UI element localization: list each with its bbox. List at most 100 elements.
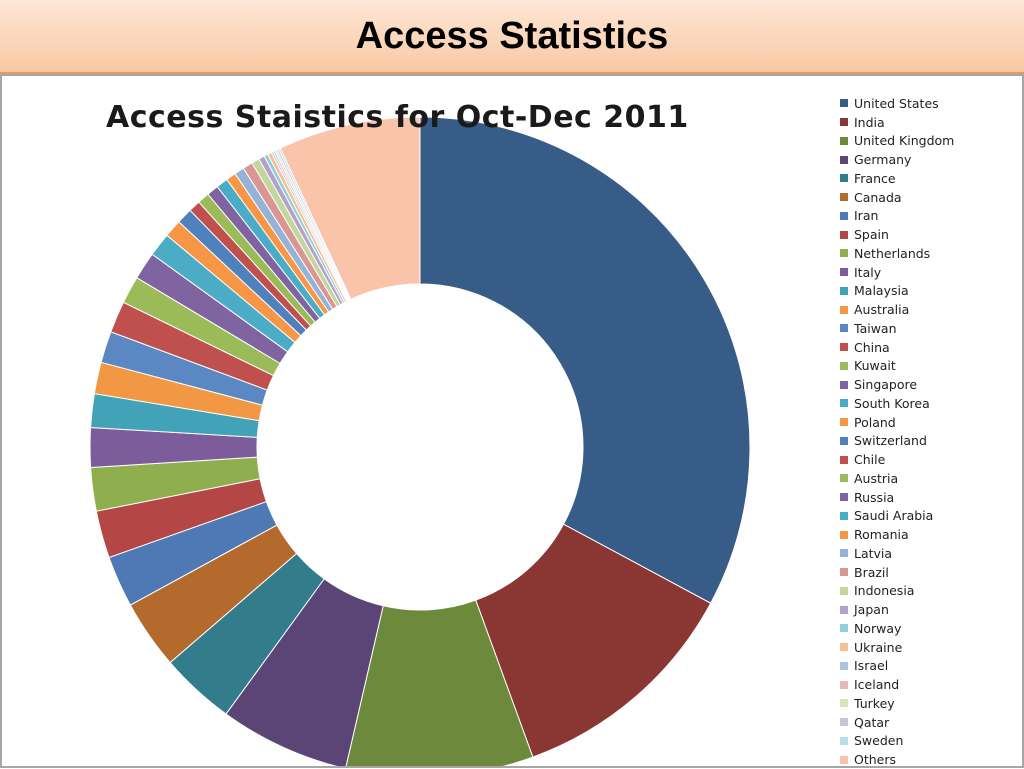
legend-item-germany: Germany <box>840 150 954 169</box>
legend-item-united-states: United States <box>840 94 954 113</box>
legend-label: Austria <box>854 470 899 486</box>
legend-item-chile: Chile <box>840 450 954 469</box>
legend-label: India <box>854 114 885 130</box>
legend-label: Ukraine <box>854 639 903 655</box>
legend-item-sweden: Sweden <box>840 732 954 751</box>
legend-item-canada: Canada <box>840 188 954 207</box>
legend-item-iceland: Iceland <box>840 675 954 694</box>
legend-item-kuwait: Kuwait <box>840 357 954 376</box>
legend-swatch <box>840 118 848 127</box>
slice-united-states <box>419 116 751 604</box>
legend-label: Russia <box>854 489 895 505</box>
legend-label: Iceland <box>854 677 900 693</box>
legend-swatch <box>840 455 848 464</box>
legend-swatch <box>840 474 848 483</box>
legend-swatch <box>840 493 848 502</box>
legend-swatch <box>840 605 848 614</box>
legend-swatch <box>840 211 848 220</box>
legend-swatch <box>840 549 848 558</box>
legend-item-others: Others <box>840 750 954 769</box>
legend-item-italy: Italy <box>840 263 954 282</box>
chart-legend: United States India United Kingdom Germany F… <box>840 94 954 769</box>
legend-swatch <box>840 661 848 670</box>
legend-label: Romania <box>854 527 909 543</box>
legend-label: Qatar <box>854 714 890 730</box>
legend-swatch <box>840 699 848 708</box>
legend-item-france: France <box>840 169 954 188</box>
legend-item-israel: Israel <box>840 657 954 676</box>
legend-swatch <box>840 511 848 520</box>
slide-title: Access Statistics <box>355 14 669 57</box>
legend-item-norway: Norway <box>840 619 954 638</box>
legend-item-united-kingdom: United Kingdom <box>840 132 954 151</box>
legend-label: Saudi Arabia <box>854 508 934 524</box>
legend-swatch <box>840 305 848 314</box>
legend-label: Germany <box>854 152 912 168</box>
legend-label: Latvia <box>854 545 893 561</box>
legend-item-qatar: Qatar <box>840 713 954 732</box>
legend-label: South Korea <box>854 395 930 411</box>
legend-item-indonesia: Indonesia <box>840 582 954 601</box>
legend-label: Sweden <box>854 733 904 749</box>
legend-label: Spain <box>854 227 889 243</box>
legend-item-india: India <box>840 113 954 132</box>
legend-swatch <box>840 530 848 539</box>
legend-label: Turkey <box>854 695 895 711</box>
legend-swatch <box>840 568 848 577</box>
legend-swatch <box>840 624 848 633</box>
legend-item-japan: Japan <box>840 600 954 619</box>
legend-label: Chile <box>854 452 886 468</box>
legend-label: Indonesia <box>854 583 915 599</box>
legend-item-spain: Spain <box>840 225 954 244</box>
legend-label: United States <box>854 95 939 111</box>
legend-swatch <box>840 680 848 689</box>
legend-label: Poland <box>854 414 896 430</box>
slice-united-kingdom <box>345 599 534 766</box>
legend-label: France <box>854 170 896 186</box>
legend-item-ukraine: Ukraine <box>840 638 954 657</box>
legend-label: Taiwan <box>854 320 897 336</box>
legend-swatch <box>840 230 848 239</box>
legend-item-russia: Russia <box>840 488 954 507</box>
legend-item-china: China <box>840 338 954 357</box>
legend-label: Singapore <box>854 377 918 393</box>
legend-swatch <box>840 736 848 745</box>
legend-swatch <box>840 324 848 333</box>
legend-swatch <box>840 99 848 108</box>
legend-swatch <box>840 718 848 727</box>
chart-title: Access Staistics for Oct-Dec 2011 <box>106 100 689 135</box>
legend-item-iran: Iran <box>840 207 954 226</box>
legend-item-romania: Romania <box>840 525 954 544</box>
legend-label: China <box>854 339 890 355</box>
legend-item-austria: Austria <box>840 469 954 488</box>
slide-title-bar: Access Statistics <box>0 0 1024 74</box>
legend-swatch <box>840 361 848 370</box>
legend-item-netherlands: Netherlands <box>840 244 954 263</box>
legend-label: Netherlands <box>854 245 931 261</box>
legend-swatch <box>840 380 848 389</box>
legend-item-switzerland: Switzerland <box>840 432 954 451</box>
legend-label: Japan <box>854 602 889 618</box>
legend-item-brazil: Brazil <box>840 563 954 582</box>
legend-swatch <box>840 586 848 595</box>
legend-swatch <box>840 174 848 183</box>
legend-item-taiwan: Taiwan <box>840 319 954 338</box>
legend-label: Kuwait <box>854 358 896 374</box>
chart-area: Access Staistics for Oct-Dec 2011 United… <box>0 74 1024 768</box>
legend-swatch <box>840 399 848 408</box>
legend-item-turkey: Turkey <box>840 694 954 713</box>
legend-label: Italy <box>854 264 882 280</box>
legend-label: Canada <box>854 189 902 205</box>
legend-swatch <box>840 418 848 427</box>
legend-item-latvia: Latvia <box>840 544 954 563</box>
legend-item-saudi-arabia: Saudi Arabia <box>840 507 954 526</box>
legend-item-south-korea: South Korea <box>840 394 954 413</box>
legend-swatch <box>840 193 848 202</box>
legend-swatch <box>840 436 848 445</box>
legend-label: Brazil <box>854 564 889 580</box>
legend-item-malaysia: Malaysia <box>840 282 954 301</box>
legend-label: Norway <box>854 620 902 636</box>
slice-others <box>279 116 421 300</box>
legend-label: United Kingdom <box>854 133 955 149</box>
legend-swatch <box>840 755 848 764</box>
